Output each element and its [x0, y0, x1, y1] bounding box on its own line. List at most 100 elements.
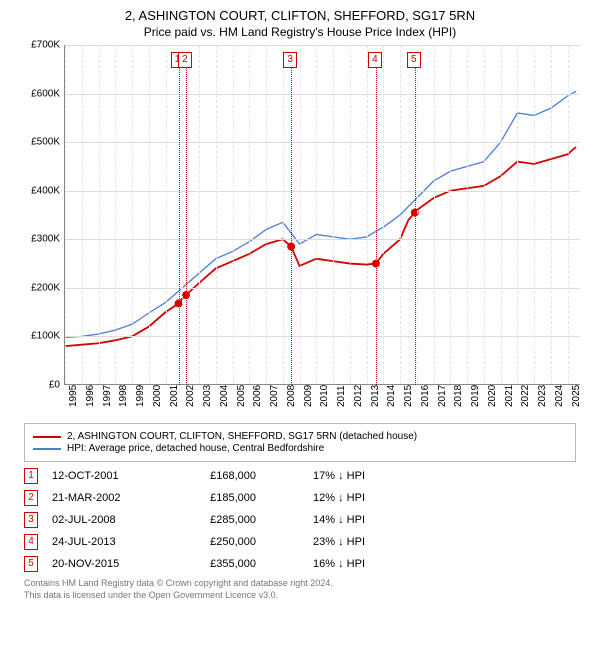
event-line	[376, 63, 377, 385]
row-pct: 14% ↓ HPI	[270, 514, 365, 526]
gridline-h	[65, 288, 580, 289]
table-row: 302-JUL-2008£285,00014% ↓ HPI	[24, 512, 576, 528]
legend-item-hpi: HPI: Average price, detached house, Cent…	[33, 443, 567, 454]
gridline-v	[99, 45, 100, 384]
x-tick-label: 1997	[102, 385, 113, 407]
x-tick-label: 2018	[453, 385, 464, 407]
gridline-v	[534, 45, 535, 384]
legend-label-property: 2, ASHINGTON COURT, CLIFTON, SHEFFORD, S…	[67, 431, 417, 442]
x-tick-label: 2012	[353, 385, 364, 407]
gridline-v	[450, 45, 451, 384]
y-tick-label: £0	[20, 380, 60, 391]
row-index: 2	[24, 490, 38, 506]
gridline-v	[266, 45, 267, 384]
row-index: 1	[24, 468, 38, 484]
event-line	[291, 63, 292, 385]
chart-subtitle: Price paid vs. HM Land Registry's House …	[10, 25, 590, 39]
event-marker-box: 2	[178, 52, 192, 68]
event-line	[415, 63, 416, 385]
gridline-h	[65, 45, 580, 46]
row-price: £250,000	[176, 536, 256, 548]
x-tick-label: 2021	[504, 385, 515, 407]
gridline-v	[517, 45, 518, 384]
gridline-v	[132, 45, 133, 384]
gridline-h	[65, 239, 580, 240]
gridline-v	[367, 45, 368, 384]
title-block: 2, ASHINGTON COURT, CLIFTON, SHEFFORD, S…	[10, 8, 590, 39]
x-tick-label: 2023	[537, 385, 548, 407]
gridline-v	[216, 45, 217, 384]
x-tick-label: 2022	[520, 385, 531, 407]
gridline-v	[316, 45, 317, 384]
footer-line-1: Contains HM Land Registry data © Crown c…	[24, 578, 576, 590]
row-date: 24-JUL-2013	[52, 536, 162, 548]
row-pct: 17% ↓ HPI	[270, 470, 365, 482]
x-tick-label: 2001	[169, 385, 180, 407]
table-row: 520-NOV-2015£355,00016% ↓ HPI	[24, 556, 576, 572]
x-tick-label: 2007	[269, 385, 280, 407]
table-row: 112-OCT-2001£168,00017% ↓ HPI	[24, 468, 576, 484]
x-tick-label: 2005	[236, 385, 247, 407]
gridline-v	[417, 45, 418, 384]
y-tick-label: £500K	[20, 137, 60, 148]
legend: 2, ASHINGTON COURT, CLIFTON, SHEFFORD, S…	[24, 423, 576, 462]
x-tick-label: 2003	[202, 385, 213, 407]
chart-container: 2, ASHINGTON COURT, CLIFTON, SHEFFORD, S…	[0, 0, 600, 650]
y-tick-label: £600K	[20, 88, 60, 99]
x-tick-label: 1999	[135, 385, 146, 407]
x-tick-label: 1996	[85, 385, 96, 407]
y-tick-label: £200K	[20, 282, 60, 293]
row-date: 21-MAR-2002	[52, 492, 162, 504]
legend-swatch-hpi	[33, 448, 61, 450]
x-tick-label: 1998	[118, 385, 129, 407]
y-tick-label: £700K	[20, 40, 60, 51]
event-line	[186, 63, 187, 385]
row-price: £355,000	[176, 558, 256, 570]
gridline-v	[65, 45, 66, 384]
row-index: 3	[24, 512, 38, 528]
x-tick-label: 2019	[470, 385, 481, 407]
event-marker-box: 4	[368, 52, 382, 68]
y-tick-label: £300K	[20, 234, 60, 245]
gridline-v	[568, 45, 569, 384]
x-tick-label: 2004	[219, 385, 230, 407]
gridline-h	[65, 191, 580, 192]
row-index: 4	[24, 534, 38, 550]
x-tick-label: 2010	[319, 385, 330, 407]
gridline-v	[501, 45, 502, 384]
x-tick-label: 2009	[303, 385, 314, 407]
gridline-v	[199, 45, 200, 384]
x-tick-label: 2011	[336, 385, 347, 407]
gridline-v	[400, 45, 401, 384]
row-date: 20-NOV-2015	[52, 558, 162, 570]
gridline-v	[115, 45, 116, 384]
x-tick-label: 2016	[420, 385, 431, 407]
x-tick-label: 2014	[386, 385, 397, 407]
legend-item-property: 2, ASHINGTON COURT, CLIFTON, SHEFFORD, S…	[33, 431, 567, 442]
gridline-v	[350, 45, 351, 384]
event-marker-box: 5	[407, 52, 421, 68]
gridline-h	[65, 94, 580, 95]
transactions-table: 112-OCT-2001£168,00017% ↓ HPI221-MAR-200…	[24, 468, 576, 572]
y-tick-label: £100K	[20, 331, 60, 342]
footer-line-2: This data is licensed under the Open Gov…	[24, 590, 576, 602]
row-price: £168,000	[176, 470, 256, 482]
footer: Contains HM Land Registry data © Crown c…	[24, 578, 576, 601]
x-tick-label: 2017	[437, 385, 448, 407]
table-row: 424-JUL-2013£250,00023% ↓ HPI	[24, 534, 576, 550]
y-tick-label: £400K	[20, 185, 60, 196]
legend-label-hpi: HPI: Average price, detached house, Cent…	[67, 443, 324, 454]
gridline-v	[383, 45, 384, 384]
gridline-v	[249, 45, 250, 384]
series-hpi	[65, 91, 576, 337]
x-tick-label: 2000	[152, 385, 163, 407]
row-pct: 12% ↓ HPI	[270, 492, 365, 504]
x-tick-label: 2024	[554, 385, 565, 407]
gridline-v	[300, 45, 301, 384]
row-price: £185,000	[176, 492, 256, 504]
x-tick-label: 2025	[571, 385, 582, 407]
gridline-v	[149, 45, 150, 384]
row-price: £285,000	[176, 514, 256, 526]
gridline-v	[283, 45, 284, 384]
gridline-h	[65, 336, 580, 337]
